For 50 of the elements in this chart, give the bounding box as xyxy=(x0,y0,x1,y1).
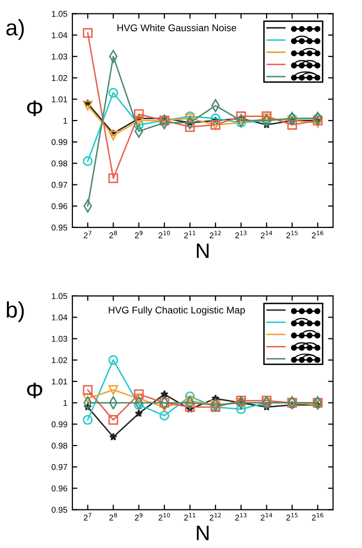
y-tick-label: 0.97 xyxy=(52,182,68,188)
x-tick-label: 2$^{14}$ xyxy=(260,513,272,520)
text: HVG Fully Chaotic Logistic Map xyxy=(108,306,245,316)
y-tick-label: 0.98 xyxy=(52,160,68,166)
y-tick-label: 1.05 xyxy=(52,293,68,300)
x-tick-label: 2$^{8}$ xyxy=(109,230,117,238)
x-tick-label: 2$^{7}$ xyxy=(84,513,92,520)
y-axis-title: Φ xyxy=(27,100,42,116)
x-axis-title: N xyxy=(196,244,209,258)
y-tick-label: 0.96 xyxy=(52,485,68,492)
text: HVG White Gaussian Noise xyxy=(117,24,236,32)
y-tick-label: 0.95 xyxy=(52,506,68,513)
x-tick-label: 2$^{12}$ xyxy=(210,230,221,238)
y-tick-label: 1.04 xyxy=(52,314,68,320)
y-tick-label: 0.99 xyxy=(52,139,68,146)
y-tick-label: 0.96 xyxy=(52,203,68,210)
x-tick-label: 2$^{16}$ xyxy=(312,230,324,238)
text: b) xyxy=(6,301,24,322)
x-tick-label: 2$^{11}$ xyxy=(184,513,196,520)
y-axis-title: Φ xyxy=(27,382,42,398)
x-tick-label: 2$^{8}$ xyxy=(109,512,117,520)
y-tick-label: 1.02 xyxy=(52,75,68,81)
x-tick-label: 2$^{15}$ xyxy=(286,513,298,520)
y-tick-label: 0.95 xyxy=(52,224,68,231)
y-tick-label: 0.99 xyxy=(52,421,68,428)
y-tick-label: 1 xyxy=(64,400,68,406)
y-tick-label: 1.03 xyxy=(52,54,68,60)
y-tick-label: 1.02 xyxy=(52,357,68,364)
text: a) xyxy=(6,19,24,40)
x-tick-label: 2$^{13}$ xyxy=(235,230,247,238)
x-axis-title: N xyxy=(196,526,209,540)
y-tick-label: 1.04 xyxy=(52,32,68,38)
y-tick-label: 0.97 xyxy=(52,464,68,470)
x-tick-label: 2$^{10}$ xyxy=(158,230,170,238)
y-tick-label: 0.98 xyxy=(52,442,68,449)
y-tick-label: 1.05 xyxy=(52,10,68,17)
x-tick-label: 2$^{11}$ xyxy=(184,230,196,238)
y-tick-label: 1 xyxy=(64,118,68,124)
y-tick-label: 1.03 xyxy=(52,336,68,342)
x-tick-label: 2$^{14}$ xyxy=(260,230,272,238)
x-tick-label: 2$^{10}$ xyxy=(158,512,170,520)
y-tick-label: 1.01 xyxy=(52,378,68,385)
x-tick-label: 2$^{16}$ xyxy=(312,512,324,520)
x-tick-label: 2$^{12}$ xyxy=(210,512,221,520)
y-tick-label: 1.01 xyxy=(52,96,68,102)
x-tick-label: 2$^{9}$ xyxy=(134,230,143,238)
x-tick-label: 2$^{13}$ xyxy=(235,512,247,520)
x-tick-label: 2$^{15}$ xyxy=(286,230,298,238)
x-tick-label: 2$^{7}$ xyxy=(84,230,92,238)
x-tick-label: 2$^{9}$ xyxy=(134,512,143,520)
